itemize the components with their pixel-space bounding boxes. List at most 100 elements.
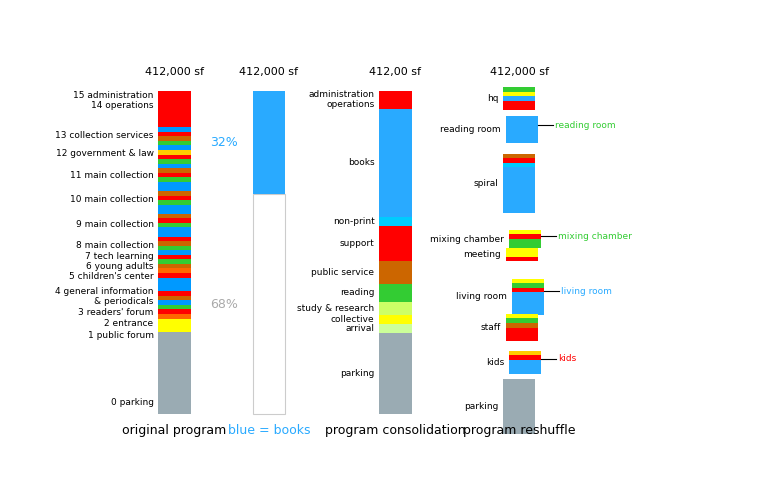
Text: parking: parking	[464, 402, 498, 411]
Bar	[503, 154, 535, 158]
Bar	[506, 328, 538, 341]
Bar	[379, 302, 412, 316]
Bar	[158, 196, 191, 200]
Bar	[252, 194, 285, 414]
Bar	[503, 168, 535, 213]
Text: study & research: study & research	[297, 304, 375, 313]
Bar	[503, 96, 535, 101]
Text: 3 readers' forum
2 entrance: 3 readers' forum 2 entrance	[78, 308, 154, 328]
Text: original program: original program	[122, 424, 226, 436]
Text: program consolidation: program consolidation	[325, 424, 466, 436]
Bar	[158, 168, 191, 173]
Bar	[158, 332, 191, 414]
Text: 412,000 sf: 412,000 sf	[489, 68, 549, 78]
Bar	[511, 283, 544, 288]
Text: 1 public forum: 1 public forum	[87, 331, 154, 340]
Text: program reshuffle: program reshuffle	[463, 424, 575, 436]
Text: 68%: 68%	[210, 298, 238, 310]
Text: staff: staff	[481, 323, 501, 332]
Bar	[158, 159, 191, 164]
Text: 10 main collection: 10 main collection	[70, 195, 154, 204]
Bar	[158, 286, 191, 291]
Text: living room: living room	[456, 292, 507, 302]
Bar	[508, 351, 541, 356]
Bar	[503, 101, 535, 110]
Bar	[158, 250, 191, 255]
Text: 32%: 32%	[210, 136, 238, 149]
Bar	[379, 324, 412, 334]
Bar	[158, 318, 191, 332]
Bar	[158, 200, 191, 204]
Text: administration
operations: administration operations	[309, 90, 375, 110]
Bar	[503, 158, 535, 162]
Text: kids: kids	[486, 358, 504, 366]
Bar	[158, 264, 191, 268]
Bar	[506, 318, 538, 323]
Bar	[158, 178, 191, 182]
Bar	[158, 314, 191, 318]
Bar	[158, 150, 191, 154]
Text: collective: collective	[331, 316, 375, 324]
Bar	[158, 154, 191, 159]
Bar	[158, 260, 191, 264]
Bar	[158, 218, 191, 223]
Bar	[158, 278, 191, 286]
Text: non-print: non-print	[333, 216, 375, 226]
Bar	[508, 239, 541, 248]
Text: mixing chamber: mixing chamber	[430, 234, 504, 244]
Text: arrival: arrival	[346, 324, 375, 334]
Bar	[158, 204, 191, 214]
Bar	[158, 255, 191, 260]
Bar	[503, 379, 535, 434]
Text: living room: living room	[561, 287, 612, 296]
Text: blue = books: blue = books	[227, 424, 310, 436]
Bar	[158, 127, 191, 132]
Bar	[158, 241, 191, 246]
Text: 8 main collection
7 tech learning
6 young adults: 8 main collection 7 tech learning 6 youn…	[75, 242, 154, 271]
Text: reading: reading	[340, 288, 375, 298]
Text: 4 general information
& periodicals: 4 general information & periodicals	[55, 287, 154, 306]
Bar	[379, 216, 412, 226]
Bar	[506, 248, 538, 256]
Text: 412,000 sf: 412,000 sf	[145, 68, 204, 78]
Bar	[158, 173, 191, 178]
Bar	[158, 310, 191, 314]
Bar	[158, 223, 191, 228]
Bar	[158, 91, 191, 127]
Text: public service: public service	[312, 268, 375, 277]
Bar	[158, 191, 191, 196]
Bar	[379, 334, 412, 414]
Text: books: books	[348, 158, 375, 167]
Text: spiral: spiral	[473, 178, 498, 188]
Bar	[506, 256, 538, 262]
Text: meeting: meeting	[464, 250, 501, 259]
Bar	[506, 116, 538, 143]
Bar	[158, 291, 191, 296]
Text: 0 parking: 0 parking	[111, 398, 154, 407]
Text: 5 children's center: 5 children's center	[69, 272, 154, 281]
Bar	[379, 284, 412, 302]
Bar	[511, 288, 544, 292]
Bar	[506, 323, 538, 328]
Bar	[158, 236, 191, 241]
Text: 12 government & law: 12 government & law	[55, 148, 154, 158]
Bar	[379, 226, 412, 262]
Bar	[503, 92, 535, 96]
Text: parking: parking	[340, 370, 375, 378]
Text: hq: hq	[486, 94, 498, 103]
Text: reading room: reading room	[441, 125, 501, 134]
Bar	[158, 132, 191, 136]
Text: mixing chamber: mixing chamber	[559, 232, 632, 241]
Text: reading room: reading room	[556, 120, 616, 130]
Bar	[158, 273, 191, 278]
Bar	[506, 314, 538, 318]
Text: 9 main collection: 9 main collection	[75, 220, 154, 230]
Text: kids: kids	[559, 354, 577, 364]
Bar	[503, 162, 535, 168]
Bar	[379, 316, 412, 324]
Bar	[379, 109, 412, 216]
Bar	[511, 292, 544, 315]
Text: 412,000 sf: 412,000 sf	[239, 68, 298, 78]
Bar	[508, 356, 541, 360]
Bar	[511, 278, 544, 283]
